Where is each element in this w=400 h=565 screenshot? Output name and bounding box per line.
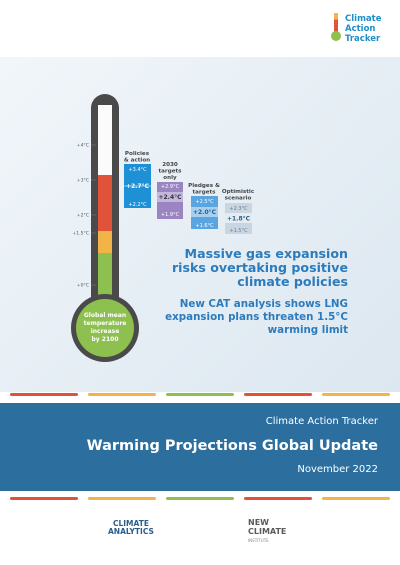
stripe <box>10 497 78 500</box>
logo-text: CLIMATE <box>112 519 149 528</box>
tick-label-2: +2°C <box>77 213 89 219</box>
tick-label-3: +3°C <box>77 178 89 184</box>
scenario-mid: +1.8°C <box>227 216 251 223</box>
scenario-low: +2.2°C <box>128 202 147 208</box>
bulb-label-3: increase <box>91 328 120 335</box>
report-date: November 2022 <box>297 464 378 475</box>
stripe <box>88 393 156 396</box>
bulb-label-2: temperature <box>84 320 127 327</box>
logo-text: CLIMATE <box>248 527 287 536</box>
logo-line-1: Climate <box>345 14 382 24</box>
stripe <box>166 497 234 500</box>
logo-subtext: INSTITUTE <box>248 538 269 543</box>
subheadline: New CAT analysis shows LNG expansion pla… <box>165 298 348 336</box>
bulb-label-4: by 2100 <box>92 336 119 343</box>
scenario-low: +1.5°C <box>229 228 248 234</box>
scenario-title: scenario <box>225 196 252 202</box>
color-stripes-bottom <box>0 497 400 501</box>
climate-analytics-logo: CLIMATE ANALYTICS <box>108 520 154 536</box>
scenario-low: +1.6°C <box>195 223 214 229</box>
title-band: Climate Action Tracker Warming Projectio… <box>0 403 400 491</box>
logo-line-2: Action <box>345 24 376 34</box>
bulb-label-1: Global mean <box>84 312 126 319</box>
tick-label-0: +0°C <box>77 283 89 289</box>
tick-label-1-5: +1.5°C <box>72 231 89 237</box>
stripe <box>244 497 312 500</box>
new-climate-institute-logo: NEW CLIMATE INSTITUTE <box>248 518 286 545</box>
scenario-low: +1.9°C <box>161 212 180 218</box>
scenario-high: +3.4°C <box>128 167 147 173</box>
stripe <box>10 393 78 396</box>
scenario-mid: +2.0°C <box>193 209 217 216</box>
logo-text: ANALYTICS <box>108 527 154 536</box>
headline: Massive gas expansion risks overtaking p… <box>171 246 348 289</box>
stripe <box>322 497 390 500</box>
report-title: Warming Projections Global Update <box>86 438 378 454</box>
scenario-title: Optimistic <box>222 189 254 195</box>
stripe <box>166 393 234 396</box>
thermometer-infographic: Global mean temperature increase by 2100… <box>71 94 254 362</box>
scenario-policies-action: Policies & action +3.4°C +2.7°C +2.2°C <box>124 151 151 208</box>
scenario-pledges-targets: Pledges & targets +2.5°C +2.0°C +1.6°C <box>188 183 220 229</box>
hero-panel: Global mean temperature increase by 2100… <box>0 57 400 392</box>
thermometer-logo-icon <box>331 13 341 41</box>
climate-action-tracker-logo: Climate Action Tracker <box>330 12 390 46</box>
logo-line-3: Tracker <box>345 34 381 44</box>
scenario-title: Policies <box>125 151 150 157</box>
scenario-title: only <box>163 175 177 181</box>
stripe <box>88 497 156 500</box>
tick-label-4: +4°C <box>77 143 89 149</box>
scenario-high: +2.5°C <box>195 199 214 205</box>
scenario-title: targets <box>158 169 182 175</box>
scenario-title: Pledges & <box>188 183 220 189</box>
stripe <box>244 393 312 396</box>
scenario-high: +2.9°C <box>161 184 180 190</box>
scenario-mid: +2.7°C <box>126 183 150 190</box>
organization-name: Climate Action Tracker <box>265 416 378 427</box>
logo-text: NEW <box>248 518 269 527</box>
color-stripes-top <box>0 393 400 397</box>
stripe <box>322 393 390 396</box>
scenario-title: 2030 <box>162 162 178 168</box>
scenario-title: & action <box>124 158 150 164</box>
scenario-title: targets <box>192 190 216 196</box>
scenario-mid: +2.4°C <box>158 194 182 201</box>
scenario-optimistic: Optimistic scenario +2.3°C +1.8°C +1.5°C <box>222 189 254 234</box>
scenario-high: +2.3°C <box>229 206 248 212</box>
scenario-2030-targets: 2030 targets only +2.9°C +2.4°C +1.9°C <box>157 162 183 219</box>
